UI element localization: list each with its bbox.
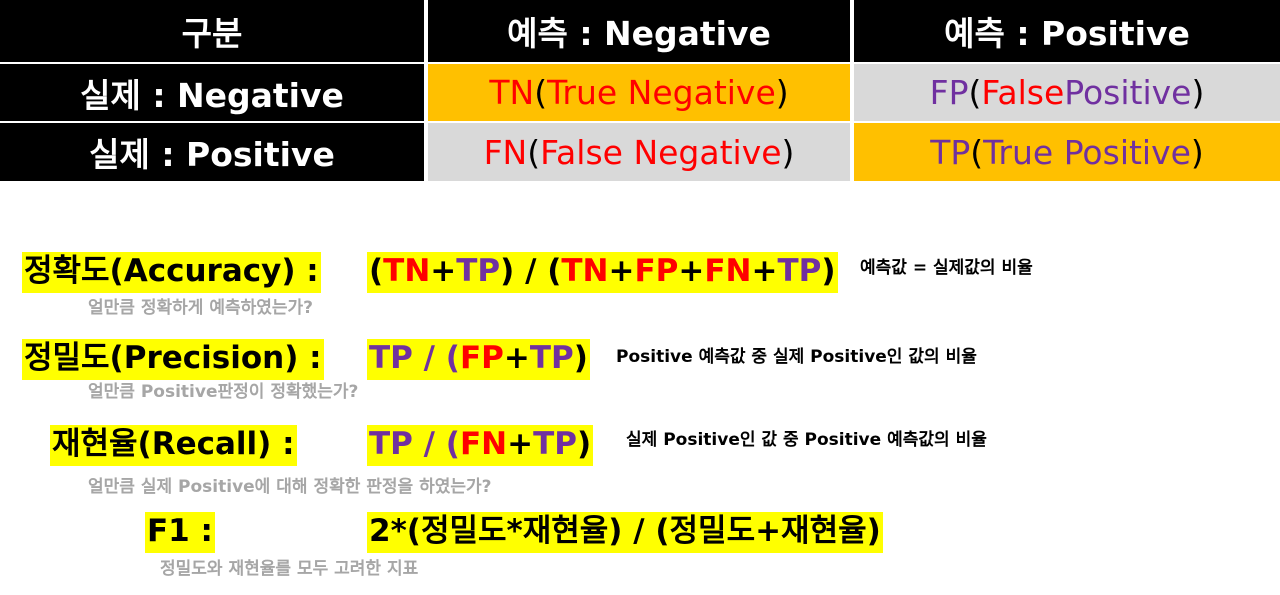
formula-token: TP	[777, 253, 822, 289]
tp-abbr: TP	[930, 132, 971, 172]
formula-token: +	[608, 253, 635, 289]
tp-full: True Positive	[983, 132, 1191, 172]
formula-token: )	[821, 253, 836, 289]
matrix-corner-header: 구분	[0, 0, 424, 62]
f1-question: 정밀도와 재현율를 모두 고려한 지표	[160, 559, 419, 579]
fp-full-positive: Positive	[1064, 73, 1192, 112]
true-positive-cell: TP(True Positive)	[854, 123, 1280, 181]
precision-label: 정밀도(Precision) :	[22, 339, 324, 380]
formula-token: FP	[634, 253, 679, 289]
tn-open-paren: (	[534, 73, 548, 112]
f1-label: F1 :	[145, 512, 215, 553]
formula-token: )	[573, 340, 588, 376]
accuracy-question: 얼만큼 정확하게 예측하였는가?	[88, 298, 314, 318]
tp-close-paren: )	[1190, 132, 1204, 172]
tp-open-paren: (	[970, 132, 984, 172]
formula-token: TN	[561, 253, 609, 289]
tn-close-paren: )	[775, 73, 789, 112]
tn-abbr: TN	[489, 73, 535, 112]
accuracy-label: 정확도(Accuracy) :	[22, 252, 321, 293]
f1-formula: 2*(정밀도*재현율) / (정밀도+재현율)	[367, 512, 883, 553]
confusion-matrix: 구분 예측 : Negative 예측 : Positive 실제 : Nega…	[0, 0, 1280, 181]
formula-token: (	[369, 253, 384, 289]
true-negative-cell: TN(True Negative)	[428, 64, 850, 121]
false-positive-cell: FP(False Positive)	[854, 64, 1280, 121]
formula-token: TP	[533, 426, 577, 462]
formula-token: TP	[456, 253, 501, 289]
formula-token: +	[430, 253, 457, 289]
fp-full-false: False	[981, 73, 1065, 112]
formula-token: TN	[383, 253, 431, 289]
formula-token: 2*(정밀도*재현율) / (정밀도+재현율)	[369, 513, 881, 549]
recall-question: 얼만큼 실제 Positive에 대해 정확한 판정을 하였는가?	[88, 477, 492, 497]
formula-token: FP	[459, 340, 504, 376]
formula-token: +	[503, 340, 530, 376]
tn-full: True Negative	[547, 73, 776, 112]
recall-formula: TP / (FN+TP)	[367, 425, 594, 466]
fn-open-paren: (	[527, 132, 541, 172]
formula-token: TP	[369, 426, 413, 462]
actual-negative-header: 실제 : Negative	[0, 64, 424, 121]
accuracy-note: 예측값 = 실제값의 비율	[860, 258, 1033, 278]
predicted-negative-header: 예측 : Negative	[428, 0, 850, 62]
fp-abbr: FP	[929, 73, 969, 112]
fn-close-paren: )	[781, 132, 795, 172]
actual-positive-header: 실제 : Positive	[0, 123, 424, 181]
fn-abbr: FN	[483, 132, 528, 172]
formula-token: FN	[459, 426, 508, 462]
formula-token: TP	[369, 340, 413, 376]
recall-note: 실제 Positive인 값 중 Positive 예측값의 비율	[626, 430, 987, 450]
formula-token: / (	[412, 426, 460, 462]
formula-token: )	[576, 426, 592, 462]
formula-token: / (	[412, 340, 460, 376]
accuracy-formula: (TN+TP) / (TN+FP+FN+TP)	[367, 252, 838, 293]
formula-token: FN	[704, 253, 752, 289]
formula-token: +	[678, 253, 705, 289]
fn-full: False Negative	[540, 132, 782, 172]
precision-note: Positive 예측값 중 실제 Positive인 값의 비율	[616, 347, 977, 367]
precision-question: 얼만큼 Positive판정이 정확했는가?	[88, 382, 359, 402]
predicted-positive-header: 예측 : Positive	[854, 0, 1280, 62]
fp-close-paren: )	[1191, 73, 1205, 112]
fp-open-paren: (	[968, 73, 982, 112]
recall-label: 재현율(Recall) :	[50, 425, 297, 466]
formula-token: TP	[529, 340, 574, 376]
formula-token: +	[751, 253, 778, 289]
formula-token: +	[507, 426, 534, 462]
formula-token: ) / (	[500, 253, 562, 289]
false-negative-cell: FN(False Negative)	[428, 123, 850, 181]
precision-formula: TP / (FP+TP)	[367, 339, 590, 380]
